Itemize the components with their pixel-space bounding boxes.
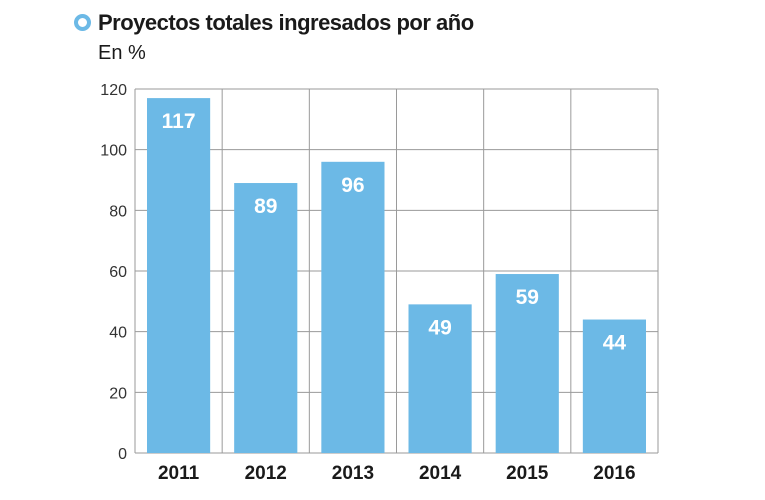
bar [582,319,646,453]
data-label: 49 [428,316,451,339]
x-tick-label: 2015 [506,463,549,484]
y-tick-label: 20 [109,385,127,402]
data-label: 117 [162,110,196,133]
bar [321,161,385,454]
x-tick-label: 2013 [332,463,374,484]
title-bullet-icon [74,14,91,31]
bar [408,304,472,453]
x-tick-label: 2012 [245,463,287,484]
bar [147,98,211,453]
y-tick-label: 120 [100,82,127,99]
bar [234,183,298,454]
y-tick-label: 100 [100,143,127,160]
chart-title: Proyectos totales ingresados por año [98,10,474,35]
bar [495,274,559,453]
y-tick-label: 60 [109,264,127,281]
data-label: 59 [516,286,539,309]
x-tick-label: 2014 [419,463,462,484]
y-tick-label: 80 [109,203,127,220]
x-tick-label: 2016 [593,463,635,484]
x-tick-label: 2011 [158,463,200,484]
chart-subtitle: En % [98,42,146,64]
y-tick-label: 0 [118,446,127,463]
data-label: 96 [341,174,364,197]
data-label: 44 [603,332,627,355]
data-label: 89 [254,195,277,218]
y-tick-label: 40 [109,325,127,342]
